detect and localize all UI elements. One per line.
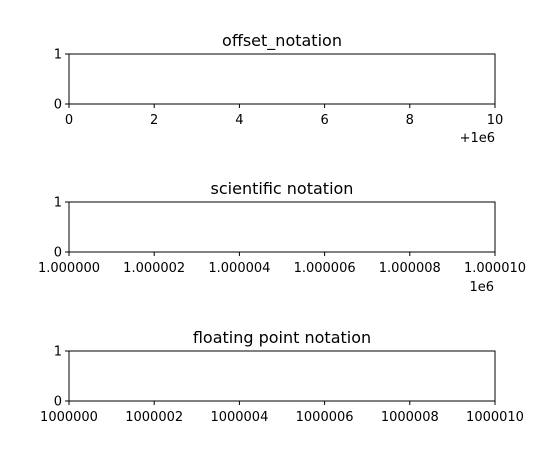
y-tick-label: 0: [54, 246, 62, 261]
subplot-floating-point-notation: floating point notation 01 1000000 100000…: [40, 328, 524, 425]
x-tick-label: 1000010: [466, 410, 524, 425]
x-tick-label: 1.000004: [208, 261, 270, 276]
x-axis: 0 2 4 6 8 10: [65, 104, 503, 128]
y-axis: 01: [54, 345, 69, 410]
subplot-title: offset_notation: [222, 31, 342, 51]
x-tick-label: 6: [320, 113, 328, 128]
y-axis: 01: [54, 48, 69, 113]
y-tick-label: 1: [54, 48, 62, 63]
x-tick-label: 1.000006: [294, 261, 356, 276]
x-tick-label: 2: [150, 113, 158, 128]
y-tick-label: 0: [54, 395, 62, 410]
x-tick-label: 1.000008: [379, 261, 441, 276]
x-axis: 1000000 1000002 1000004 1000006 1000008 10000…: [40, 401, 524, 425]
y-tick-label: 0: [54, 98, 62, 113]
x-tick-label: 8: [406, 113, 414, 128]
x-offset-label: +1e6: [460, 131, 495, 146]
subplot-scientific-notation: scientific notation 01 1.000000 1.000002 1…: [38, 179, 526, 295]
axes-frame: [68, 350, 496, 402]
x-tick-label: 1000004: [210, 410, 268, 425]
axes-frame: [68, 53, 496, 105]
axes-frame: [68, 201, 496, 253]
y-tick-label: 1: [54, 345, 62, 360]
x-tick-label: 1.000002: [123, 261, 185, 276]
x-tick-label: 1000006: [296, 410, 354, 425]
x-axis: 1.000000 1.000002 1.000004 1.000006 1.000008…: [38, 252, 526, 276]
x-tick-label: 4: [235, 113, 243, 128]
x-tick-label: 1000000: [40, 410, 98, 425]
y-tick-label: 1: [54, 196, 62, 211]
x-tick-label: 1.000000: [38, 261, 100, 276]
subplot-offset-notation: offset_notation 01 0 2 4 6 8 10 +1e6: [54, 31, 504, 146]
subplot-title: scientific notation: [211, 179, 354, 198]
x-offset-label: 1e6: [469, 280, 494, 295]
x-tick-label: 1000008: [381, 410, 439, 425]
x-tick-label: 10: [487, 113, 504, 128]
x-tick-label: 1.000010: [464, 261, 526, 276]
x-tick-label: 0: [65, 113, 73, 128]
y-axis: 01: [54, 196, 69, 261]
x-tick-label: 1000002: [125, 410, 183, 425]
subplot-title: floating point notation: [193, 328, 371, 347]
